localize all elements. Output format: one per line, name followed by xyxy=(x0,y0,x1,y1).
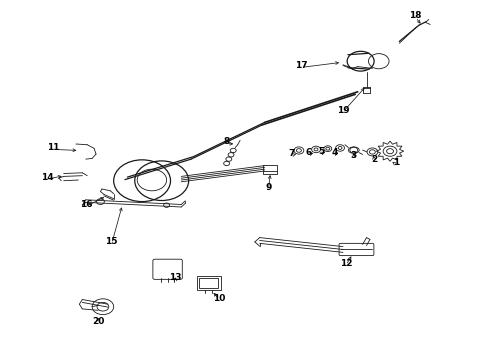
Text: 10: 10 xyxy=(213,294,226,302)
Text: 9: 9 xyxy=(265,183,272,192)
Text: 7: 7 xyxy=(289,149,295,158)
Text: 14: 14 xyxy=(41,173,53,181)
Text: 16: 16 xyxy=(80,200,93,209)
Text: 13: 13 xyxy=(169,274,182,282)
Text: 20: 20 xyxy=(92,317,104,325)
Text: 3: 3 xyxy=(351,151,357,160)
Text: 18: 18 xyxy=(409,12,422,21)
Text: 11: 11 xyxy=(47,143,59,152)
Text: 4: 4 xyxy=(331,148,338,157)
Text: 2: 2 xyxy=(371,154,377,163)
Text: 15: 15 xyxy=(105,238,118,246)
Text: 6: 6 xyxy=(306,148,312,157)
Text: 5: 5 xyxy=(318,148,324,156)
Bar xyxy=(199,278,218,288)
Text: 1: 1 xyxy=(393,158,399,167)
Text: 19: 19 xyxy=(337,106,349,114)
Text: 17: 17 xyxy=(295,61,308,70)
Text: 12: 12 xyxy=(340,259,352,268)
Bar xyxy=(263,165,277,174)
Text: 8: 8 xyxy=(223,137,229,146)
Bar xyxy=(197,276,220,290)
